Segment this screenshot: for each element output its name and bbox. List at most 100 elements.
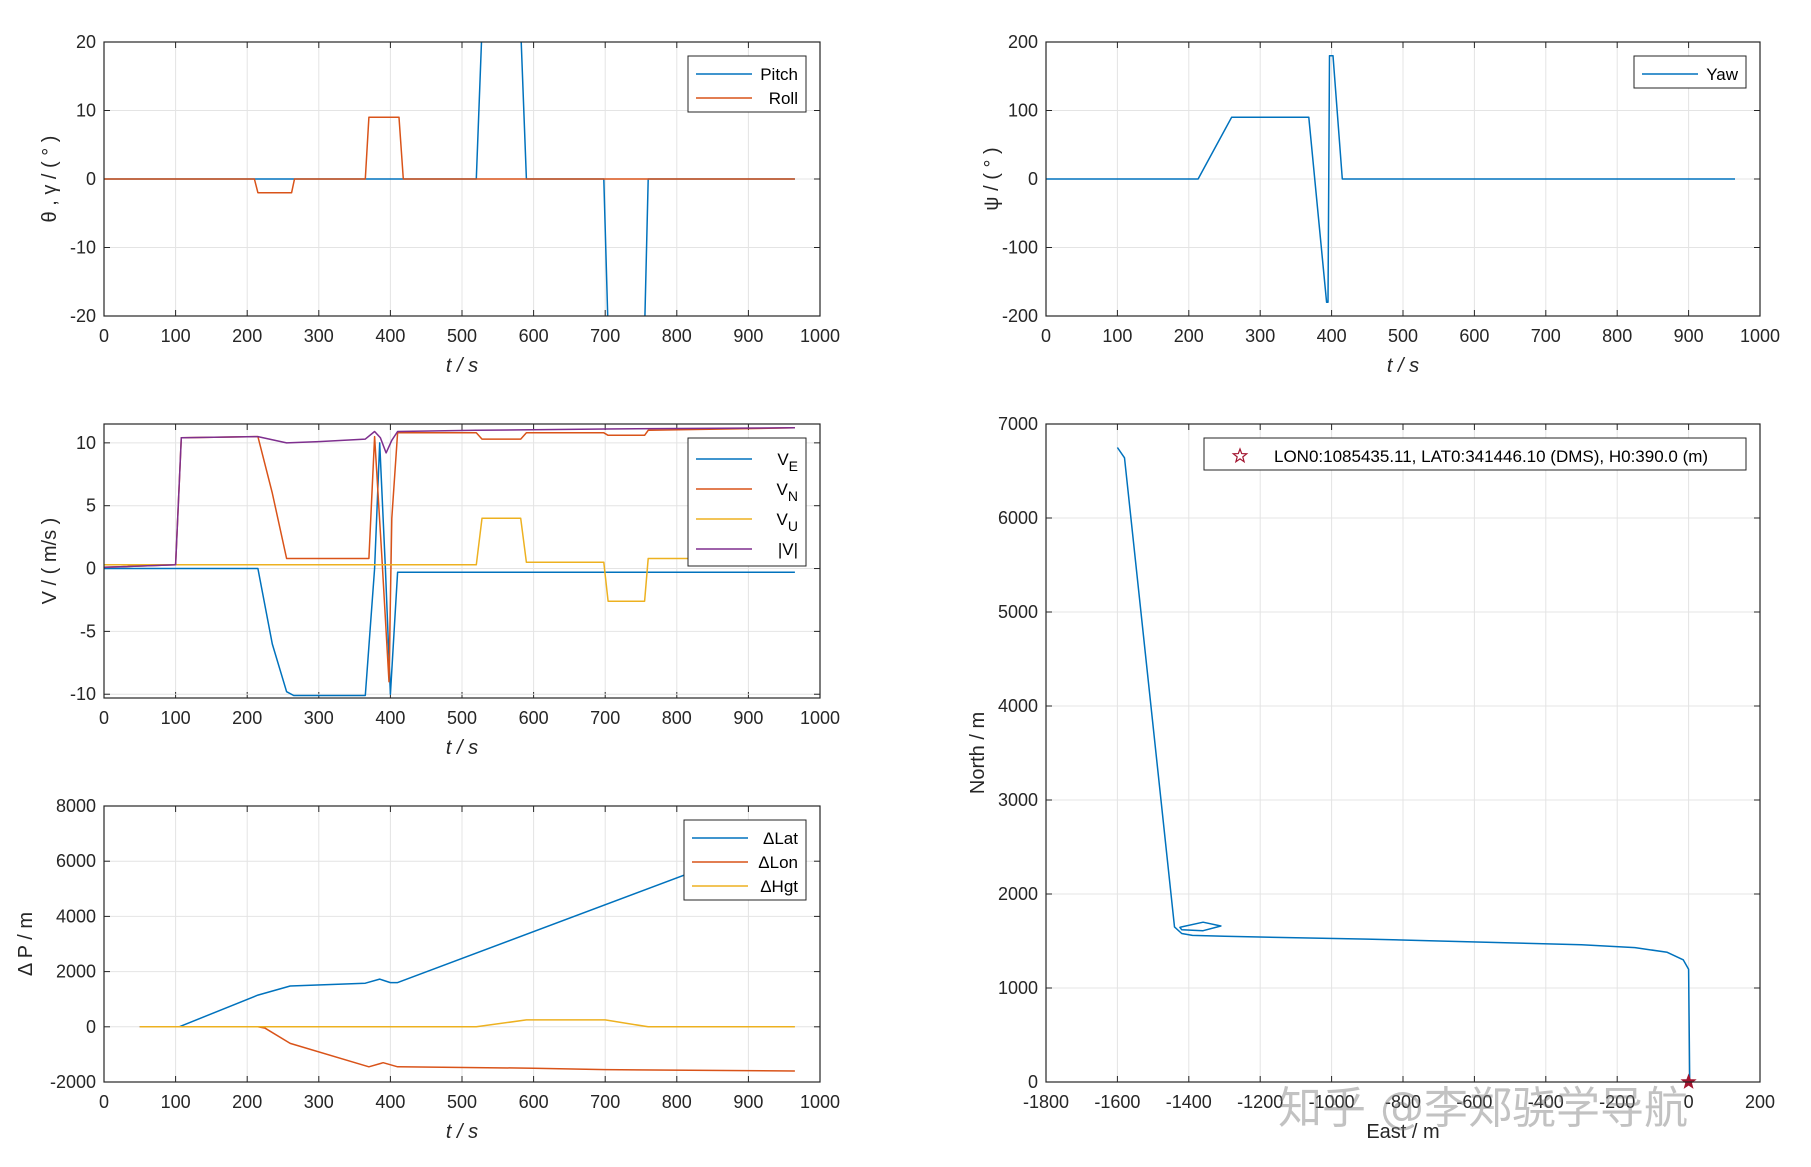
x-tick-label: 800 (662, 326, 692, 346)
y-axis-label: ψ / ( ° ) (981, 147, 1003, 210)
legend-label: VE (777, 450, 798, 474)
x-tick-label: 0 (99, 708, 109, 728)
series-line-ve (104, 442, 795, 697)
y-tick-label: 20 (76, 32, 96, 52)
x-tick-label: 600 (519, 708, 549, 728)
legend-label: VU (777, 510, 798, 534)
position-error-plot: 0 100 200 300 400 500 600 700 800 900 1000-2000020… (15, 796, 840, 1143)
legend-label: VN (777, 480, 798, 504)
series-line-roll (104, 116, 795, 194)
x-tick-label: 800 (662, 1092, 692, 1112)
x-tick-label: 0 (1041, 326, 1051, 346)
y-tick-label: 0 (1028, 1072, 1038, 1092)
legend: ΔLat ΔLon ΔHgt (683, 819, 807, 901)
series-group (139, 832, 796, 1072)
y-tick-label: 10 (76, 101, 96, 121)
x-tick-label: -400 (1528, 1092, 1564, 1112)
yaw-plot: 0 100 200 300 400 500 600 700 800 900 1000-200-100… (981, 32, 1780, 377)
x-tick-label: 700 (590, 326, 620, 346)
legend-label: Pitch (760, 65, 798, 84)
x-tick-label: -600 (1456, 1092, 1492, 1112)
y-tick-label: 0 (86, 1017, 96, 1037)
series-group (1046, 54, 1735, 304)
x-tick-label: -1600 (1094, 1092, 1140, 1112)
y-tick-label: 100 (1008, 101, 1038, 121)
watermark-text: 知乎 @李郑骁学导航 (1278, 1083, 1688, 1134)
legend: VE VN VU |V| (687, 437, 807, 567)
y-tick-label: 10 (76, 433, 96, 453)
y-tick-label: -2000 (50, 1072, 96, 1092)
x-tick-label: 900 (733, 708, 763, 728)
series-line-lat (139, 832, 796, 1028)
y-tick-label: -100 (1002, 238, 1038, 258)
legend-label: |V| (778, 540, 798, 559)
legend: LON0:1085435.11, LAT0:341446.10 (DMS), H… (1203, 437, 1747, 471)
x-tick-label: 300 (1245, 326, 1275, 346)
legend-label: Yaw (1706, 65, 1739, 84)
series-line-hgt (139, 1019, 795, 1028)
x-axis-label: t / s (446, 1121, 478, 1143)
x-tick-label: 400 (375, 1092, 405, 1112)
y-tick-label: 2000 (998, 884, 1038, 904)
y-tick-label: 3000 (998, 790, 1038, 810)
x-tick-label: -200 (1599, 1092, 1635, 1112)
x-tick-label: 400 (375, 326, 405, 346)
axes-box (1045, 423, 1761, 1083)
x-tick-label: 0 (99, 1092, 109, 1112)
y-tick-label: -10 (70, 238, 96, 258)
x-tick-label: 1000 (1740, 326, 1780, 346)
series-line-track (1116, 447, 1691, 1082)
attitude-plot: 0 100 200 300 400 500 600 700 800 900 1000 -20 -10 0 1… (39, 32, 840, 377)
x-tick-label: 1000 (800, 708, 840, 728)
x-axis-label: t / s (446, 355, 478, 377)
y-tick-label: -200 (1002, 306, 1038, 326)
y-tick-label: 8000 (56, 796, 96, 816)
x-tick-label: 500 (447, 708, 477, 728)
y-axis-label: θ , γ / ( ° ) (39, 136, 61, 223)
y-tick-label: -20 (70, 306, 96, 326)
trajectory-plot: -1800 -1600 -1400 -1200 -1000 -800 -600 -400 -20… (967, 414, 1775, 1143)
y-tick-label: -5 (80, 621, 96, 641)
y-tick-label: 5 (86, 496, 96, 516)
x-tick-label: 500 (1388, 326, 1418, 346)
x-tick-label: -1200 (1237, 1092, 1283, 1112)
y-tick-label: -10 (70, 684, 96, 704)
x-tick-label: -1400 (1166, 1092, 1212, 1112)
axes-box (103, 805, 821, 1083)
series-group (1116, 447, 1691, 1082)
x-tick-label: 1000 (800, 1092, 840, 1112)
series-line-v (104, 427, 795, 569)
x-tick-label: 900 (733, 1092, 763, 1112)
x-tick-label: 200 (1745, 1092, 1775, 1112)
x-tick-label: 100 (161, 708, 191, 728)
y-tick-label: 7000 (998, 414, 1038, 434)
x-tick-label: 0 (99, 326, 109, 346)
legend: Yaw (1633, 55, 1747, 89)
y-tick-label: 4000 (56, 906, 96, 926)
x-tick-label: 100 (1102, 326, 1132, 346)
x-tick-label: 100 (161, 326, 191, 346)
x-tick-label: 400 (1317, 326, 1347, 346)
legend-label: Roll (769, 89, 798, 108)
legend: Pitch Roll (687, 55, 807, 113)
x-tick-label: 500 (447, 1092, 477, 1112)
series-line-vu (104, 517, 795, 602)
series-line-yaw (1046, 54, 1735, 304)
x-tick-label: 600 (1459, 326, 1489, 346)
x-tick-label: 800 (1602, 326, 1632, 346)
axes-box (103, 41, 821, 317)
y-axis-label: V / ( m/s ) (39, 518, 61, 605)
legend-label: ΔLon (758, 853, 798, 872)
x-tick-label: 400 (375, 708, 405, 728)
axes-box (103, 423, 821, 699)
legend-box (687, 55, 807, 113)
series-line-vn (104, 427, 795, 683)
x-axis-label: t / s (446, 737, 478, 759)
legend-label: ΔHgt (760, 877, 798, 896)
origin-star-marker (1680, 1073, 1697, 1089)
x-tick-label: -1800 (1023, 1092, 1069, 1112)
x-tick-label: 0 (1684, 1092, 1694, 1112)
legend-box (1203, 437, 1747, 471)
legend-label: ΔLat (763, 829, 798, 848)
